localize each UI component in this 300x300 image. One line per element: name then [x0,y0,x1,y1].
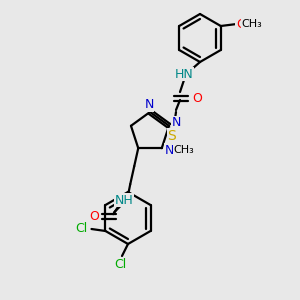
Text: O: O [89,210,99,223]
Text: CH₃: CH₃ [242,19,262,29]
Text: Cl: Cl [114,257,126,271]
Text: O: O [236,17,246,31]
Text: Cl: Cl [75,223,88,236]
Text: HN: HN [175,68,194,80]
Text: N: N [165,144,174,157]
Text: S: S [168,129,176,143]
Text: N: N [144,98,154,112]
Text: CH₃: CH₃ [173,145,194,155]
Text: O: O [192,92,202,104]
Text: N: N [171,116,181,129]
Text: NH: NH [115,194,134,207]
